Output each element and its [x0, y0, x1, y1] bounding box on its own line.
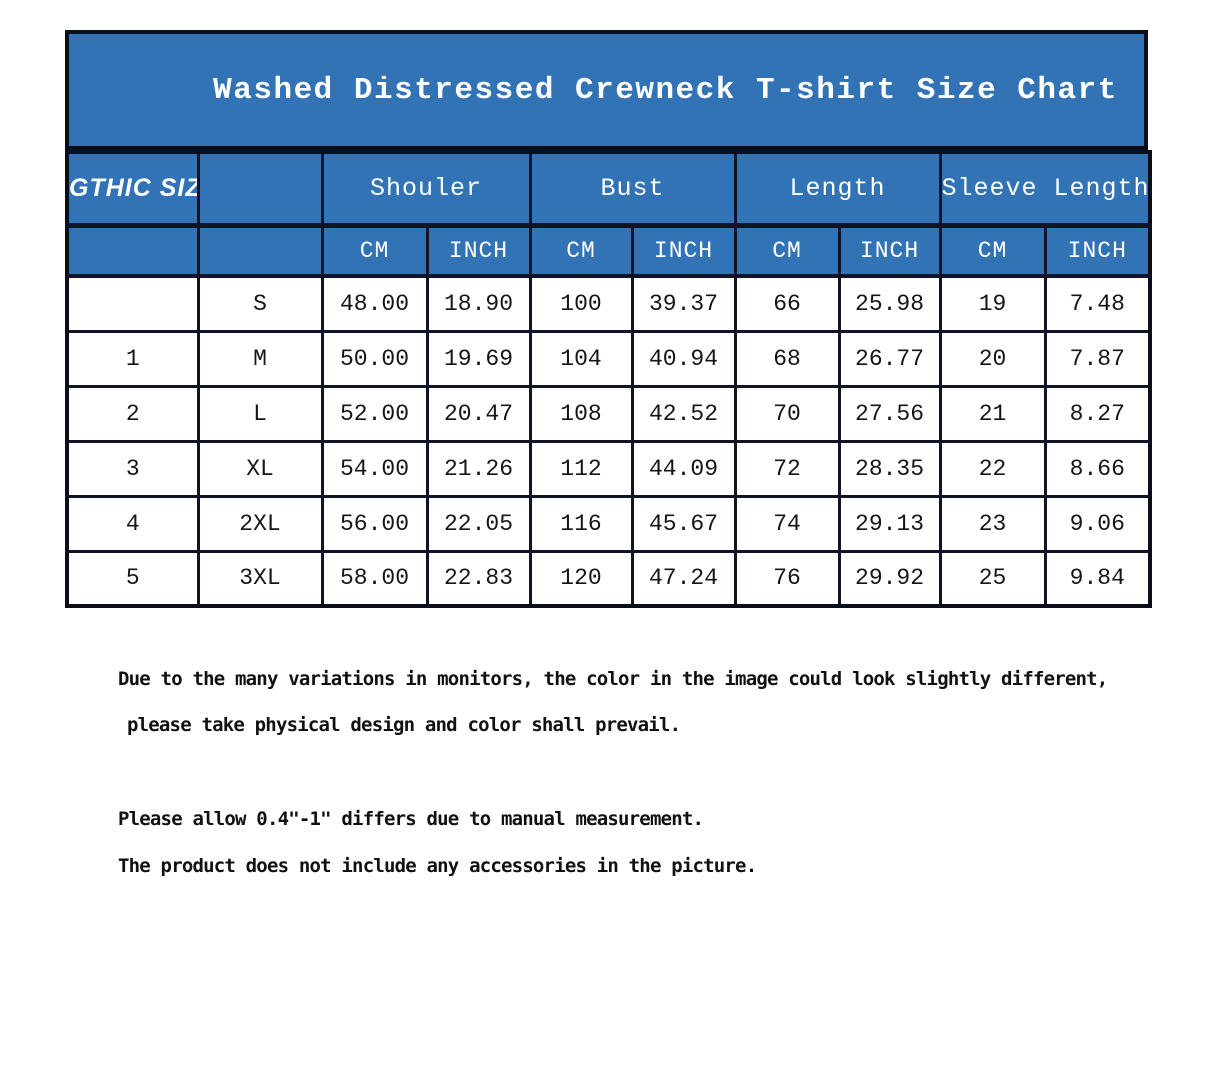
cell-bust-inch: 44.09: [630, 439, 737, 498]
unit-length-inch: INCH: [837, 223, 942, 278]
cell-bust-cm: 100: [528, 274, 634, 333]
cell-shoulder-inch: 22.83: [425, 549, 532, 608]
cell-bust-inch: 42.52: [630, 384, 737, 443]
cell-length-cm: 68: [733, 329, 841, 388]
cell-shoulder-cm: 58.00: [320, 549, 429, 608]
column-group-sleeve-length: Sleeve Length: [938, 150, 1152, 228]
cell-shoulder-cm: 54.00: [320, 439, 429, 498]
header-unit-row: CM INCH CM INCH CM INCH CM INCH: [65, 223, 1152, 278]
cell-size: 3XL: [196, 549, 324, 608]
cell-shoulder-inch: 21.26: [425, 439, 532, 498]
cell-length-inch: 26.77: [837, 329, 942, 388]
cell-length-cm: 72: [733, 439, 841, 498]
cell-sleeve-cm: 20: [938, 329, 1047, 388]
unit-length-cm: CM: [733, 223, 841, 278]
table-row: 5 3XL 58.00 22.83 120 47.24 76 29.92 25 …: [65, 549, 1152, 608]
cell-sleeve-cm: 23: [938, 494, 1047, 553]
note-accessories: The product does not include any accesso…: [118, 855, 757, 877]
cell-sleeve-inch: 8.27: [1043, 384, 1152, 443]
cell-sleeve-cm: 21: [938, 384, 1047, 443]
cell-length-inch: 29.92: [837, 549, 942, 608]
cell-index: [65, 274, 200, 333]
cell-size: L: [196, 384, 324, 443]
cell-bust-inch: 45.67: [630, 494, 737, 553]
table-row: 2 L 52.00 20.47 108 42.52 70 27.56 21 8.…: [65, 384, 1152, 443]
cell-size: S: [196, 274, 324, 333]
cell-bust-cm: 108: [528, 384, 634, 443]
cell-sleeve-inch: 7.87: [1043, 329, 1152, 388]
table-row: 4 2XL 56.00 22.05 116 45.67 74 29.13 23 …: [65, 494, 1152, 553]
size-chart-sheet: Washed Distressed Crewneck T-shirt Size …: [65, 30, 1153, 608]
column-group-shoulder: Shouler: [320, 150, 532, 228]
cell-length-inch: 27.56: [837, 384, 942, 443]
unit-shoulder-inch: INCH: [425, 223, 532, 278]
unit-sleeve-inch: INCH: [1043, 223, 1152, 278]
cell-shoulder-inch: 19.69: [425, 329, 532, 388]
note-monitor-variation-line1: Due to the many variations in monitors, …: [118, 668, 1108, 690]
cell-sleeve-inch: 7.48: [1043, 274, 1152, 333]
size-chart-table: GTHIC SIZE Shouler Bust Length Sleeve Le…: [65, 150, 1153, 608]
cell-bust-cm: 120: [528, 549, 634, 608]
cell-sleeve-inch: 9.06: [1043, 494, 1152, 553]
cell-length-inch: 25.98: [837, 274, 942, 333]
cell-bust-inch: 47.24: [630, 549, 737, 608]
cell-bust-cm: 104: [528, 329, 634, 388]
cell-bust-inch: 39.37: [630, 274, 737, 333]
cell-length-cm: 76: [733, 549, 841, 608]
cell-size: M: [196, 329, 324, 388]
cell-length-cm: 74: [733, 494, 841, 553]
unit-sleeve-cm: CM: [938, 223, 1047, 278]
cell-index: 4: [65, 494, 200, 553]
unit-shoulder-cm: CM: [320, 223, 429, 278]
cell-shoulder-cm: 52.00: [320, 384, 429, 443]
cell-sleeve-inch: 8.66: [1043, 439, 1152, 498]
cell-sleeve-cm: 19: [938, 274, 1047, 333]
table-row: 3 XL 54.00 21.26 112 44.09 72 28.35 22 8…: [65, 439, 1152, 498]
unit-bust-inch: INCH: [630, 223, 737, 278]
cell-sleeve-cm: 22: [938, 439, 1047, 498]
cell-shoulder-inch: 22.05: [425, 494, 532, 553]
column-group-length: Length: [733, 150, 942, 228]
note-manual-measurement: Please allow 0.4"-1" differs due to manu…: [118, 808, 704, 830]
cell-shoulder-inch: 20.47: [425, 384, 532, 443]
cell-index: 2: [65, 384, 200, 443]
title-band: Washed Distressed Crewneck T-shirt Size …: [65, 30, 1148, 150]
page-title: Washed Distressed Crewneck T-shirt Size …: [213, 72, 1118, 108]
cell-length-inch: 28.35: [837, 439, 942, 498]
cell-index: 1: [65, 329, 200, 388]
cell-index: 3: [65, 439, 200, 498]
cell-bust-inch: 40.94: [630, 329, 737, 388]
cell-bust-cm: 112: [528, 439, 634, 498]
cell-sleeve-cm: 25: [938, 549, 1047, 608]
corner-label: GTHIC SIZE: [65, 150, 200, 228]
cell-length-cm: 70: [733, 384, 841, 443]
cell-size: XL: [196, 439, 324, 498]
cell-size: 2XL: [196, 494, 324, 553]
cell-length-cm: 66: [733, 274, 841, 333]
cell-shoulder-cm: 56.00: [320, 494, 429, 553]
table-row: S 48.00 18.90 100 39.37 66 25.98 19 7.48: [65, 274, 1152, 333]
cell-shoulder-inch: 18.90: [425, 274, 532, 333]
header-group-row: GTHIC SIZE Shouler Bust Length Sleeve Le…: [65, 150, 1152, 228]
blank-header-cell: [196, 150, 324, 228]
cell-bust-cm: 116: [528, 494, 634, 553]
cell-sleeve-inch: 9.84: [1043, 549, 1152, 608]
table-row: 1 M 50.00 19.69 104 40.94 68 26.77 20 7.…: [65, 329, 1152, 388]
cell-index: 5: [65, 549, 200, 608]
blank-unit-cell: [65, 223, 200, 278]
unit-bust-cm: CM: [528, 223, 634, 278]
cell-shoulder-cm: 50.00: [320, 329, 429, 388]
column-group-bust: Bust: [528, 150, 737, 228]
cell-shoulder-cm: 48.00: [320, 274, 429, 333]
blank-unit-cell: [196, 223, 324, 278]
cell-length-inch: 29.13: [837, 494, 942, 553]
note-monitor-variation-line2: please take physical design and color sh…: [127, 714, 681, 736]
